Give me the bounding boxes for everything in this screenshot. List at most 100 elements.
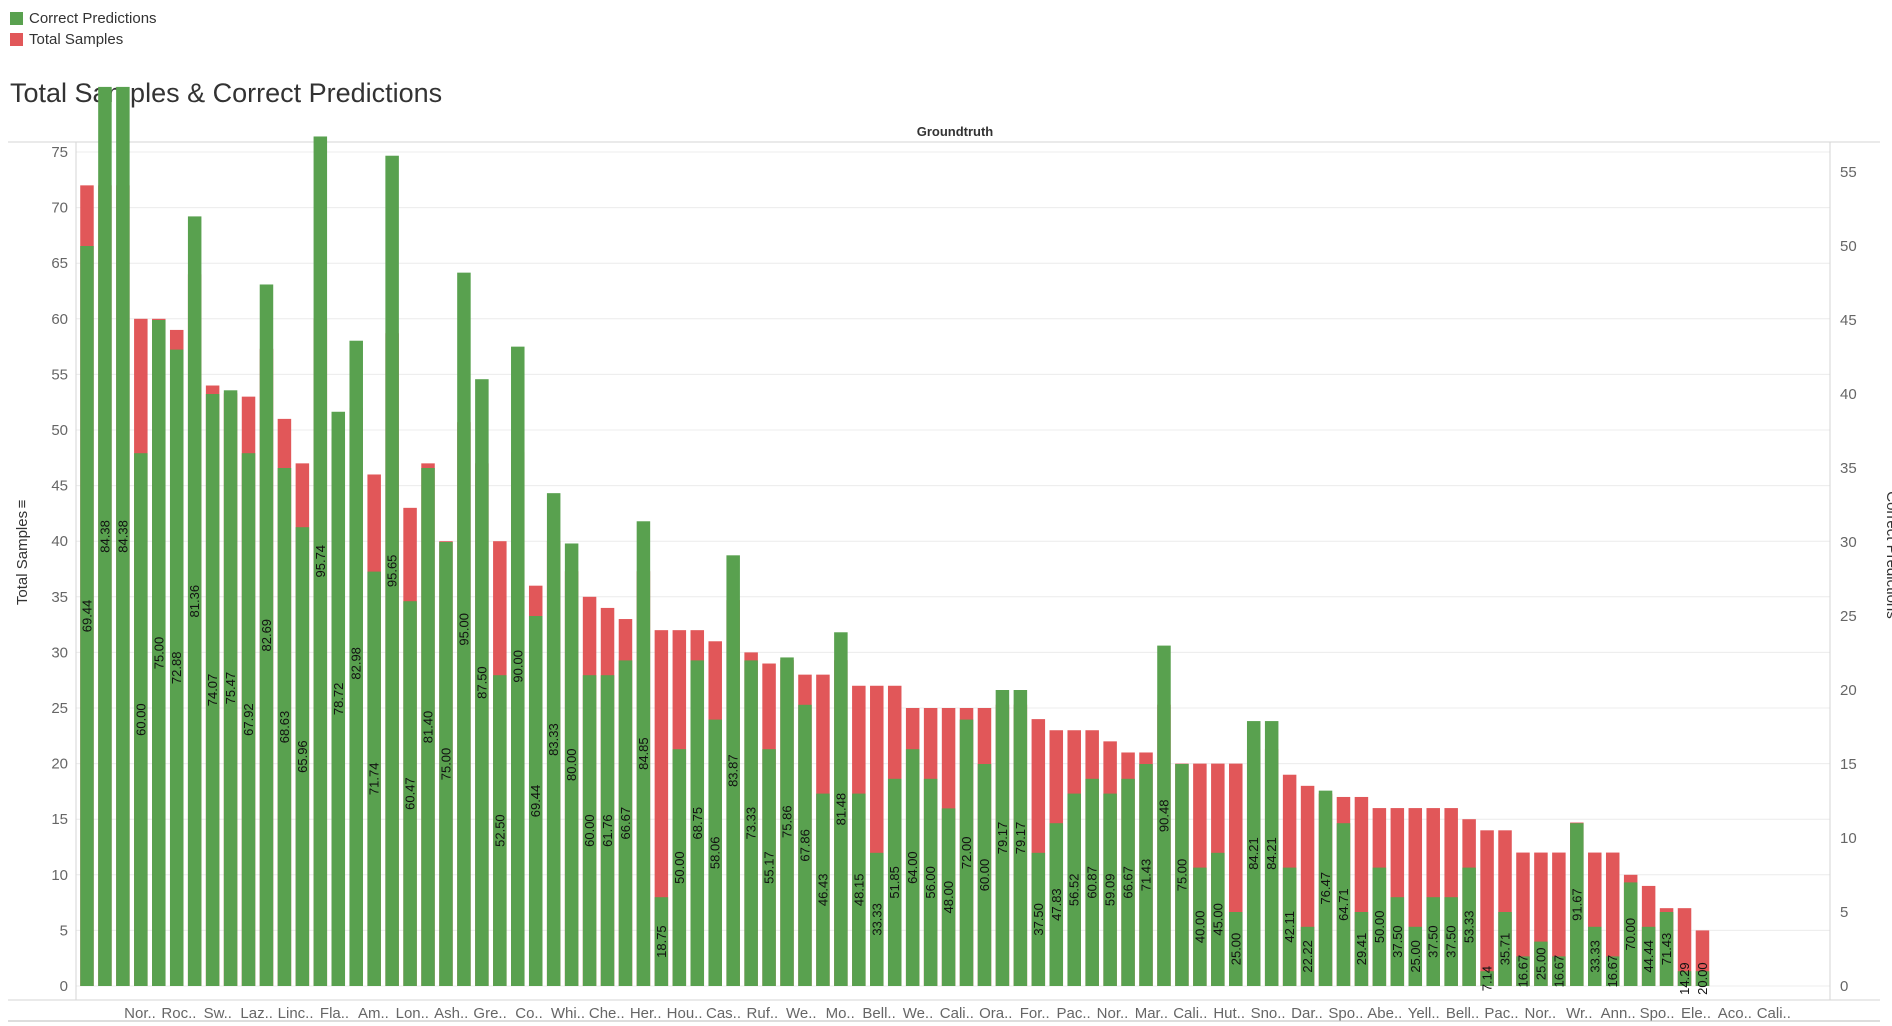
- left-tick-label: 10: [51, 867, 68, 884]
- correct-predictions-bar: [1300, 926, 1315, 986]
- data-label: 81.36: [187, 585, 202, 618]
- data-label: 37.50: [1031, 903, 1046, 936]
- correct-predictions-bar: [313, 136, 328, 987]
- sort-icon[interactable]: ≡: [14, 499, 31, 508]
- data-label: 66.67: [1121, 866, 1136, 899]
- legend: Correct Predictions Total Samples: [10, 8, 157, 50]
- chart-title: Total Samples & Correct Predictions: [10, 78, 443, 108]
- data-label: 72.00: [959, 837, 974, 870]
- data-label: 60.87: [1085, 866, 1100, 899]
- correct-predictions-bar: [726, 555, 740, 986]
- data-label: 75.00: [151, 637, 166, 670]
- correct-predictions-bar: [187, 216, 202, 986]
- x-tick-label: Am..: [358, 1005, 389, 1022]
- left-tick-label: 15: [51, 811, 68, 828]
- data-label: 67.86: [797, 829, 812, 862]
- correct-predictions-bar: [98, 86, 112, 986]
- data-label: 90.48: [1156, 800, 1171, 833]
- left-tick-label: 55: [51, 366, 68, 383]
- x-tick-label: Dar..: [1291, 1005, 1323, 1022]
- correct-predictions-bar: [241, 453, 256, 986]
- correct-predictions-bar: [1516, 956, 1530, 986]
- correct-predictions-bar: [1408, 926, 1423, 986]
- correct-predictions-bar: [1444, 897, 1458, 986]
- x-tick-label: Mo..: [826, 1005, 855, 1022]
- data-label: 53.33: [1462, 911, 1477, 944]
- data-label: 55.17: [762, 851, 777, 884]
- left-tick-label: 20: [51, 756, 68, 773]
- right-tick-label: 45: [1840, 312, 1857, 329]
- data-label: 25.00: [1533, 948, 1548, 981]
- data-label: 80.00: [564, 748, 579, 781]
- data-label: 20.00: [1695, 962, 1710, 995]
- correct-predictions-bar: [1031, 852, 1046, 986]
- x-tick-label: Her..: [630, 1005, 662, 1022]
- correct-predictions-bar: [1139, 764, 1153, 986]
- x-tick-label: Cas..: [706, 1005, 741, 1022]
- correct-predictions-bar: [1336, 823, 1351, 986]
- correct-predictions-bar: [1534, 941, 1548, 986]
- correct-predictions-bar: [169, 349, 184, 987]
- correct-predictions-bar: [618, 660, 633, 986]
- legend-item-total-samples[interactable]: Total Samples: [10, 29, 157, 50]
- correct-predictions-bar: [816, 793, 830, 986]
- left-tick-label: 75: [51, 144, 68, 161]
- x-tick-label: Wr..: [1566, 1005, 1592, 1022]
- x-tick-label: Cali..: [1173, 1005, 1207, 1022]
- data-label: 59.09: [1103, 874, 1118, 907]
- data-label: 74.07: [205, 674, 220, 707]
- x-tick-label: Fla..: [320, 1005, 349, 1022]
- correct-predictions-bar: [439, 542, 453, 986]
- x-tick-label: Cali..: [1757, 1005, 1791, 1022]
- data-label: 81.48: [833, 793, 848, 826]
- right-tick-label: 25: [1840, 608, 1857, 625]
- correct-predictions-bar: [546, 493, 561, 986]
- x-tick-label: Nor..: [124, 1005, 156, 1022]
- correct-predictions-bar: [403, 601, 417, 986]
- right-tick-label: 30: [1840, 534, 1857, 551]
- x-tick-label: Laz..: [240, 1005, 273, 1022]
- correct-predictions-bar: [116, 86, 130, 986]
- correct-predictions-bar: [1480, 971, 1494, 986]
- correct-predictions-bar: [134, 453, 148, 986]
- correct-predictions-bar: [1498, 912, 1512, 986]
- correct-predictions-bar: [600, 675, 615, 986]
- x-tick-label: Sw..: [204, 1005, 232, 1022]
- data-label: 75.86: [780, 805, 795, 838]
- data-label: 84.38: [115, 520, 130, 553]
- data-label: 70.00: [1623, 918, 1638, 951]
- bars: [80, 86, 1710, 987]
- data-label: 84.21: [1246, 837, 1261, 870]
- left-tick-label: 70: [51, 200, 68, 217]
- data-label: 60.00: [977, 859, 992, 892]
- data-label: 48.15: [851, 874, 866, 907]
- correct-predictions-bar: [421, 468, 435, 986]
- data-label: 60.00: [582, 814, 597, 847]
- correct-predictions-bar: [762, 749, 776, 986]
- correct-predictions-bar: [1390, 897, 1405, 986]
- data-label: 84.38: [97, 520, 112, 553]
- x-axis-tick-labels: Nor.. Roc.. Sw.. Laz.. Linc.. Fla.. Am.. Lon.. A…: [124, 1005, 1791, 1022]
- correct-predictions-bar: [834, 632, 848, 986]
- legend-item-correct-predictions[interactable]: Correct Predictions: [10, 8, 157, 29]
- data-label: 95.74: [313, 545, 328, 578]
- data-label: 58.06: [708, 837, 723, 870]
- x-tick-label: Bell..: [862, 1005, 895, 1022]
- right-tick-label: 10: [1840, 830, 1857, 847]
- x-tick-label: Whi..: [551, 1005, 585, 1022]
- x-tick-label: Yell..: [1408, 1005, 1440, 1022]
- data-label: 82.98: [349, 647, 364, 680]
- correct-predictions-bar: [1318, 790, 1333, 986]
- correct-predictions-bar: [923, 778, 938, 986]
- correct-predictions-bar: [1049, 823, 1064, 986]
- data-label: 60.00: [133, 703, 148, 736]
- data-label: 61.76: [600, 814, 615, 847]
- total-samples-bar: [1516, 852, 1530, 986]
- correct-predictions-bar: [1157, 645, 1171, 986]
- correct-predictions-bar: [1175, 764, 1189, 986]
- legend-label: Total Samples: [29, 31, 124, 48]
- data-label: 83.33: [546, 723, 561, 756]
- correct-predictions-bar: [690, 660, 705, 986]
- correct-predictions-bar: [1211, 852, 1225, 986]
